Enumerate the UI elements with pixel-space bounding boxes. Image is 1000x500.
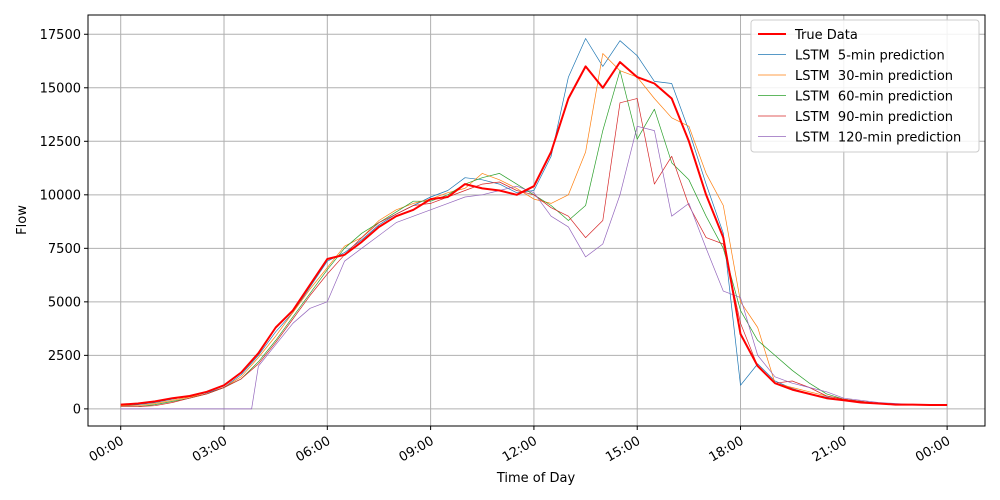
x-tick-label: 21:00 xyxy=(810,434,850,466)
y-tick-label: 12500 xyxy=(40,135,81,150)
y-axis-ticks: 0 2500 5000 7500 10000 12500 15000 17500 xyxy=(40,28,88,417)
legend-label: LSTM 120-min prediction xyxy=(795,131,961,146)
y-tick-label: 2500 xyxy=(48,349,81,364)
legend: True Data LSTM 5-min prediction LSTM 30-mi… xyxy=(750,19,980,153)
grid-lines xyxy=(88,15,985,426)
x-tick-label: 09:00 xyxy=(397,434,437,466)
x-tick-label: 03:00 xyxy=(190,434,230,466)
legend-label: LSTM 30-min prediction xyxy=(795,69,953,84)
x-axis-label: Time of Day xyxy=(496,471,576,486)
y-tick-label: 5000 xyxy=(48,295,81,310)
legend-label: True Data xyxy=(794,28,858,43)
x-axis-ticks: 00:00 03:00 06:00 09:00 12:00 15:00 18:00 21:00… xyxy=(87,426,953,465)
x-tick-label: 06:00 xyxy=(293,434,333,466)
legend-label: LSTM 90-min prediction xyxy=(795,110,953,125)
y-tick-label: 15000 xyxy=(40,81,81,96)
legend-label: LSTM 60-min prediction xyxy=(795,90,953,105)
legend-box xyxy=(750,19,980,153)
x-tick-label: 00:00 xyxy=(913,434,953,466)
y-axis-label: Flow xyxy=(15,205,30,235)
series-lines xyxy=(120,38,948,410)
series-line-lstm-30-min-prediction xyxy=(120,53,948,407)
y-tick-label: 10000 xyxy=(40,188,81,203)
y-tick-label: 0 xyxy=(73,402,81,417)
series-line-true-data xyxy=(120,61,948,406)
plot-frame xyxy=(87,14,986,427)
x-tick-label: 12:00 xyxy=(500,434,540,466)
y-tick-label: 17500 xyxy=(40,28,81,43)
x-tick-label: 15:00 xyxy=(603,434,643,466)
legend-label: LSTM 5-min prediction xyxy=(795,49,945,64)
y-tick-label: 7500 xyxy=(48,242,81,257)
x-tick-label: 18:00 xyxy=(707,434,747,466)
x-tick-label: 00:00 xyxy=(87,434,127,466)
